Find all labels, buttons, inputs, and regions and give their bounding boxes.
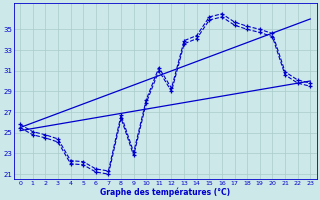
X-axis label: Graphe des températures (°C): Graphe des températures (°C)	[100, 187, 230, 197]
